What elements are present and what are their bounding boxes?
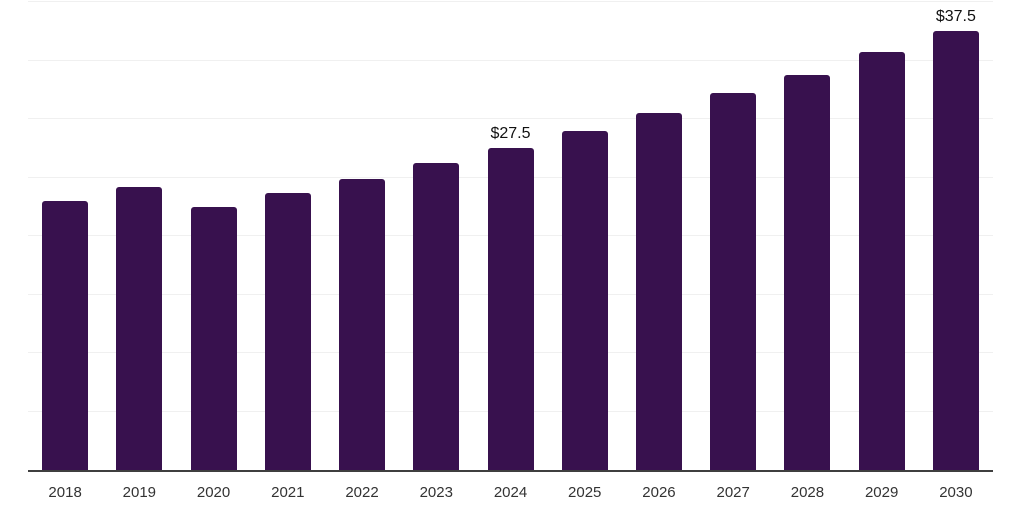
x-tick-label-2024: 2024 (493, 484, 528, 501)
plot-area: $27.5 $37.5 (28, 1, 993, 472)
x-tick-label-2023: 2023 (419, 484, 453, 501)
x-tick-label-2025: 2025 (568, 484, 602, 501)
x-tick-label-2030: 2030 (939, 484, 973, 501)
bar-2021 (264, 192, 311, 470)
bar-2030 (932, 31, 979, 470)
x-tick-label-2029: 2029 (864, 484, 899, 501)
gridline (28, 118, 993, 119)
bar-value-label-2030: $37.5 (935, 8, 976, 26)
x-tick-label-2020: 2020 (196, 484, 231, 501)
x-tick-label-2021: 2021 (271, 484, 305, 501)
bar-2028 (784, 74, 831, 470)
x-tick-label-2022: 2022 (345, 484, 379, 501)
x-tick-label-2019: 2019 (122, 484, 157, 501)
x-tick-label-2026: 2026 (642, 484, 676, 501)
gridline (28, 59, 993, 61)
bar-2022 (339, 178, 386, 470)
bar-2020 (190, 206, 237, 470)
gridline (28, 1, 993, 2)
bar-2018 (42, 200, 89, 470)
bar-2026 (635, 113, 682, 470)
bar-2027 (710, 93, 757, 470)
x-tick-label-2018: 2018 (48, 484, 82, 501)
x-axis: 2018 2019 2020 2021 2022 2023 2024 2025 2026 2027… (28, 483, 993, 505)
bar-2023 (413, 163, 460, 470)
bar-2019 (116, 186, 163, 470)
bar-2024 (487, 148, 534, 470)
bar-2029 (858, 52, 905, 470)
bar-value-label-2024: $27.5 (490, 125, 531, 143)
x-tick-label-2027: 2027 (716, 484, 750, 501)
bar-2025 (561, 130, 608, 470)
x-tick-label-2028: 2028 (790, 484, 825, 501)
